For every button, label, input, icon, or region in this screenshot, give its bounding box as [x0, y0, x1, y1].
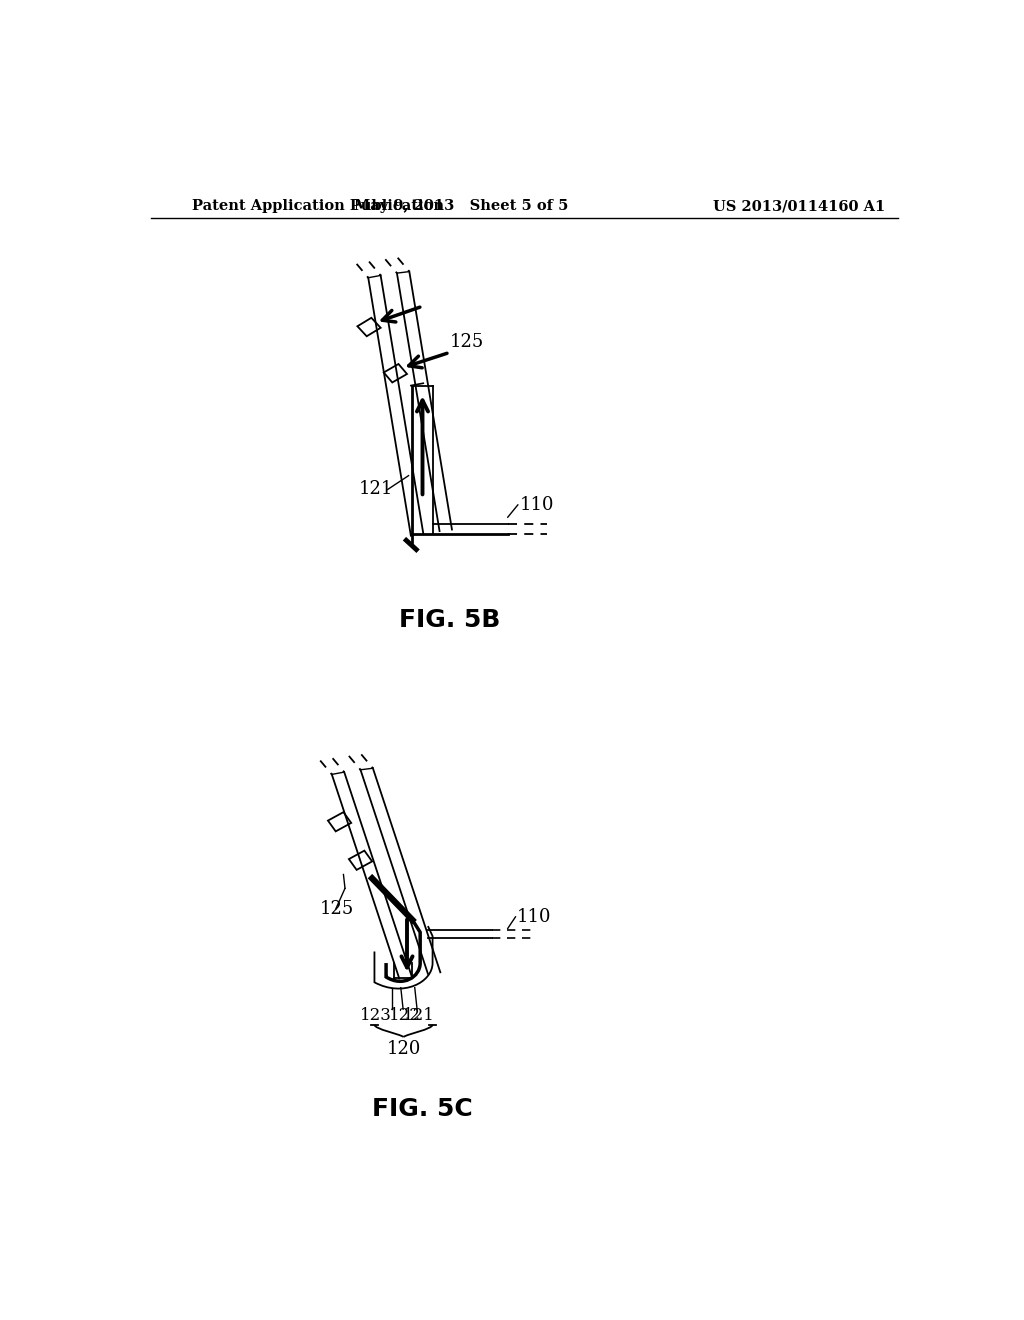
Text: FIG. 5B: FIG. 5B	[399, 609, 501, 632]
Text: US 2013/0114160 A1: US 2013/0114160 A1	[713, 199, 886, 213]
Text: FIG. 5C: FIG. 5C	[372, 1097, 473, 1122]
Text: 125: 125	[321, 900, 354, 919]
Text: May 9, 2013   Sheet 5 of 5: May 9, 2013 Sheet 5 of 5	[354, 199, 568, 213]
Text: 110: 110	[519, 496, 554, 513]
Text: Patent Application Publication: Patent Application Publication	[191, 199, 443, 213]
Text: 121: 121	[359, 480, 393, 499]
Text: 121: 121	[402, 1007, 434, 1024]
Text: 110: 110	[517, 908, 552, 925]
Text: 120: 120	[386, 1040, 421, 1059]
Text: 122: 122	[389, 1007, 421, 1024]
Text: 123: 123	[359, 1007, 391, 1024]
Text: 125: 125	[450, 333, 484, 351]
